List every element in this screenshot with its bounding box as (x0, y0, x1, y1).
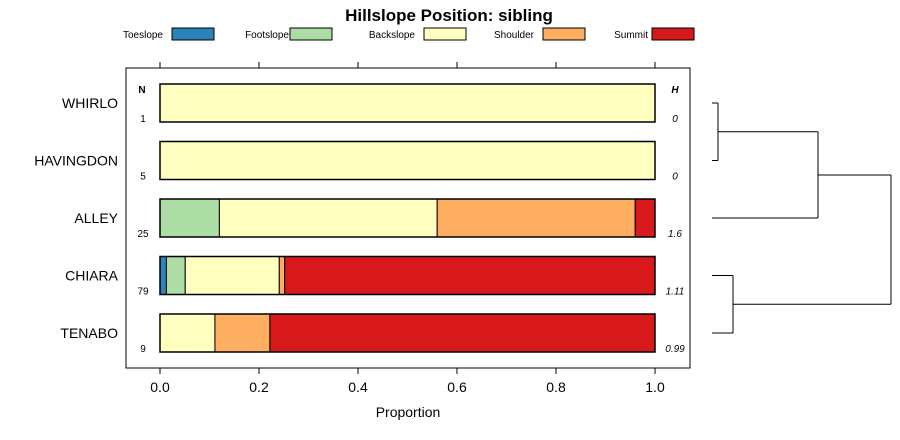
x-tick-label: 0.2 (249, 379, 269, 395)
row-chiara: CHIARA 79 1.11 (65, 255, 685, 298)
bar-segment-backslope (159, 83, 656, 123)
bar-segment-footslope (159, 198, 220, 238)
bar-outline (159, 198, 656, 238)
row-whirlo: WHIRLO 1 0 (62, 83, 678, 125)
h-header: H (671, 85, 679, 96)
row-havingdon: HAVINGDON 5 0 (34, 140, 678, 183)
h-value: 0 (672, 172, 678, 183)
h-value: 1.11 (666, 287, 685, 298)
n-header: N (138, 85, 145, 96)
category-label: HAVINGDON (34, 153, 118, 169)
legend-label-shoulder: Shoulder (494, 30, 535, 41)
legend-label-toeslope: Toeslope (123, 30, 163, 41)
bar-segment-shoulder (278, 256, 286, 295)
bar-segment-summit (284, 256, 656, 295)
n-value: 1 (140, 114, 146, 125)
category-label: TENABO (60, 325, 118, 341)
bar-outline (159, 255, 656, 296)
bar-outline (159, 140, 656, 181)
legend-swatch-summit (651, 27, 695, 41)
bar-segment-backslope (159, 313, 216, 353)
h-value: 1.6 (668, 229, 682, 240)
x-tick-label: 0.8 (546, 379, 566, 395)
legend-label-footslope: Footslope (245, 30, 289, 41)
bar-segment-shoulder (214, 313, 271, 353)
row-tenabo: TENABO 9 0.99 (60, 313, 685, 355)
bar-outline (159, 83, 656, 123)
plot-frame (125, 67, 691, 369)
legend: Toeslope Footslope Backslope Shoulder Summit (123, 27, 695, 41)
legend-swatch-shoulder (542, 27, 586, 41)
legend-swatch-footslope (289, 27, 333, 41)
legend-swatch-backslope (423, 27, 467, 41)
bar-segment-backslope (159, 141, 656, 180)
h-value: 0 (672, 114, 678, 125)
bar-segment-footslope (165, 256, 186, 295)
chart-title: Hillslope Position: sibling (345, 6, 553, 25)
bar-segment-backslope (218, 198, 438, 238)
n-value: 79 (137, 287, 149, 298)
dendrogram (712, 102, 892, 334)
n-value: 25 (137, 229, 149, 240)
bar-segment-toeslope (159, 256, 167, 295)
n-value: 5 (140, 172, 146, 183)
bar-segment-summit (634, 198, 656, 238)
bar-segment-summit (269, 313, 656, 353)
x-tick-label: 0.6 (447, 379, 467, 395)
x-tick-label: 0.0 (150, 379, 170, 395)
x-axis-title: Proportion (376, 404, 441, 420)
n-value: 9 (140, 344, 146, 355)
row-alley: ALLEY 25 1.6 (74, 198, 682, 240)
legend-swatch-toeslope (171, 27, 215, 41)
bar-rows: WHIRLO 1 0 HAVINGDON 5 0 ALLEY 25 1.6 CHIARA 79 1.1… (34, 83, 685, 355)
legend-label-summit: Summit (614, 30, 648, 41)
h-value: 0.99 (665, 344, 685, 355)
category-label: ALLEY (74, 210, 118, 226)
category-label: CHIARA (65, 268, 119, 284)
category-label: WHIRLO (62, 95, 118, 111)
x-tick-label: 0.4 (348, 379, 368, 395)
legend-label-backslope: Backslope (369, 30, 416, 41)
bar-segment-backslope (184, 256, 280, 295)
bar-segment-shoulder (436, 198, 636, 238)
bar-outline (159, 313, 656, 353)
x-tick-label: 1.0 (645, 379, 665, 395)
x-axis: 0.0 0.2 0.4 0.6 0.8 1.0 (150, 62, 665, 395)
